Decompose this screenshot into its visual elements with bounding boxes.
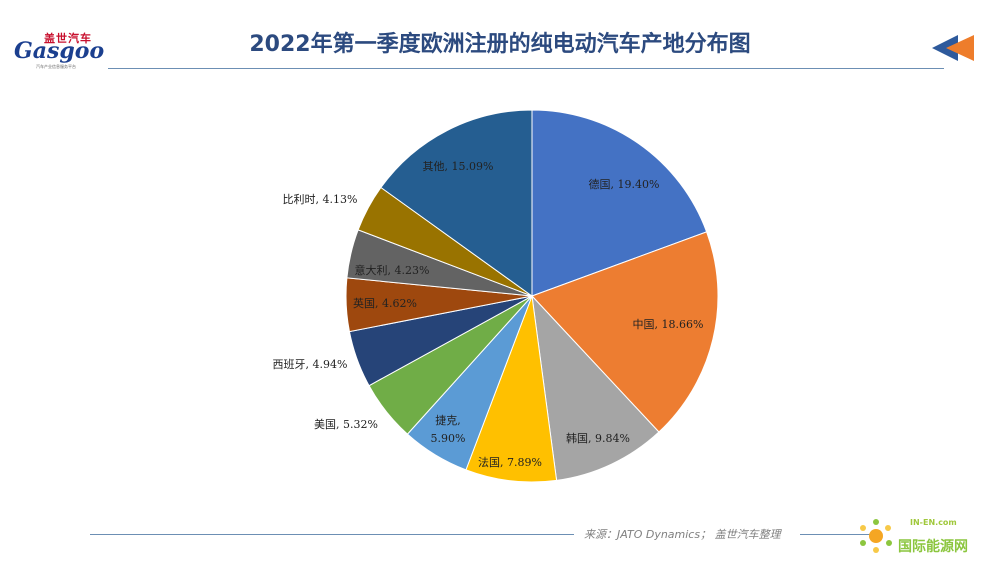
pie-slice-11 <box>380 109 533 297</box>
pie-label-8: 英国, 4.62% <box>353 296 417 310</box>
source-note: 来源：JATO Dynamics； 盖世汽车整理 <box>584 528 781 541</box>
watermark-cn: 国际能源网 <box>898 539 968 555</box>
pie-label-3: 韩国, 9.84% <box>566 431 630 445</box>
watermark-en: IN-EN.com <box>910 518 957 527</box>
footer-divider-right <box>800 534 880 535</box>
watermark: IN-EN.com 国际能源网 <box>858 514 998 558</box>
pie-label-6: 美国, 5.32% <box>314 418 378 431</box>
pie-labels: 德国, 19.40% 中国, 18.66% 韩国, 9.84% 法国, 7.89% 捷克… <box>273 160 704 469</box>
title-divider <box>108 68 944 69</box>
pie-slice-4 <box>465 295 558 483</box>
logo-sub-text: 汽车产业信息服务平台 <box>36 64 76 69</box>
pie-slice-2 <box>531 231 719 433</box>
pie-label-11: 其他, 15.09% <box>423 160 494 173</box>
logo-main-text: Gasgoo <box>14 38 105 64</box>
pie-label-10: 比利时, 4.13% <box>283 193 358 206</box>
pie-label-2: 中国, 18.66% <box>633 318 704 331</box>
pie-label-7: 西班牙, 4.94% <box>273 358 348 371</box>
pie-label-4: 法国, 7.89% <box>478 455 542 469</box>
double-arrow-left-icon <box>932 35 974 61</box>
pie-label-9: 意大利, 4.23% <box>355 263 430 277</box>
footer-divider-left <box>90 534 574 535</box>
pie-slice-1 <box>531 109 708 297</box>
sun-icon <box>860 519 892 553</box>
pie-label-5: 捷克, 5.90% <box>431 413 466 445</box>
gasgoo-logo: 盖世汽车 Gasgoo 汽车产业信息服务平台 <box>14 30 124 72</box>
pie-slice-3 <box>531 294 660 481</box>
pie-label-1: 德国, 19.40% <box>589 177 660 191</box>
pie-slices <box>345 109 719 483</box>
logo-top-text: 盖世汽车 <box>44 32 92 45</box>
page-title: 2022年第一季度欧洲注册的纯电动汽车产地分布图 <box>249 32 751 57</box>
